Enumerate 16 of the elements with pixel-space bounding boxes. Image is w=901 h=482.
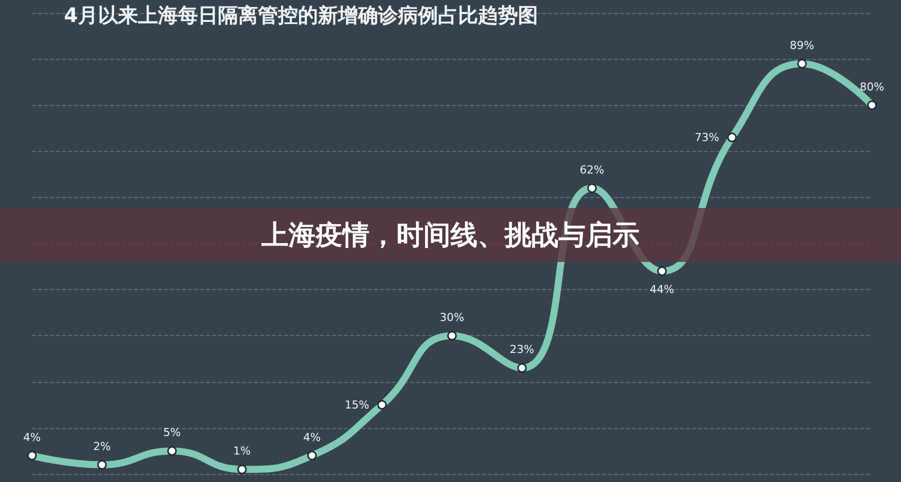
data-label: 23% <box>510 343 534 356</box>
title-banner: 上海疫情，时间线、挑战与启示 <box>0 208 901 262</box>
data-label: 15% <box>344 398 370 412</box>
data-label: 89% <box>790 38 814 52</box>
data-label: 1% <box>233 444 251 458</box>
data-label: 5% <box>163 426 181 440</box>
data-label: 2% <box>93 440 111 454</box>
data-label: 62% <box>580 163 604 176</box>
text: 上海疫情，时间线、挑战与启示 <box>262 219 640 253</box>
data-label: 30% <box>440 310 464 324</box>
data-label: 4% <box>303 430 321 444</box>
chart-title: 4月以来上海每日隔离管控的新增确诊病例占比趋势图 <box>64 2 538 29</box>
data-label: 80% <box>860 80 884 94</box>
data-label: 73% <box>694 130 720 144</box>
data-label: 44% <box>650 282 674 296</box>
data-label: 4% <box>23 430 41 444</box>
